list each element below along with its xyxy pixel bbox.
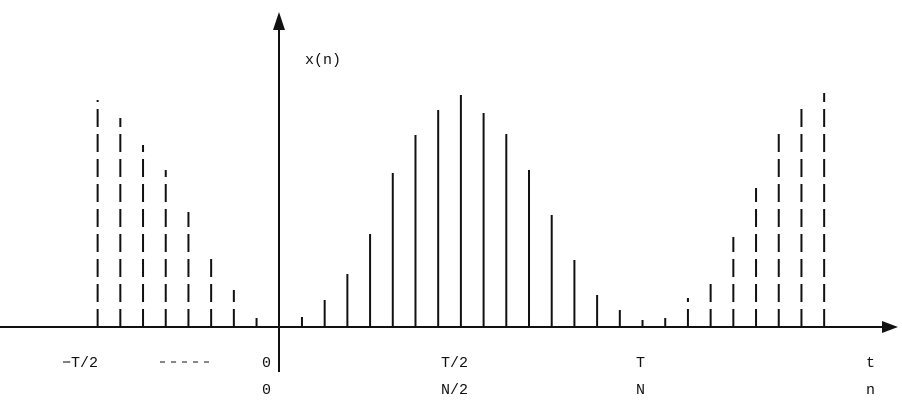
- n-label: N: [636, 382, 645, 399]
- n-label: N/2: [441, 382, 468, 399]
- t-label: 0: [262, 355, 271, 372]
- n-label: 0: [262, 382, 271, 399]
- t-axis-arrow: [882, 321, 898, 333]
- y-label: x(n): [305, 52, 341, 69]
- t-label: −T/2: [62, 355, 98, 372]
- diagram: x(n) −T/2 0 T/2 T t 0 N/2 N n: [0, 0, 902, 404]
- t-label: T/2: [441, 355, 468, 372]
- t-label: t: [866, 355, 875, 372]
- y-axis-arrow: [273, 12, 285, 30]
- t-label: T: [636, 355, 645, 372]
- n-label: n: [866, 382, 875, 399]
